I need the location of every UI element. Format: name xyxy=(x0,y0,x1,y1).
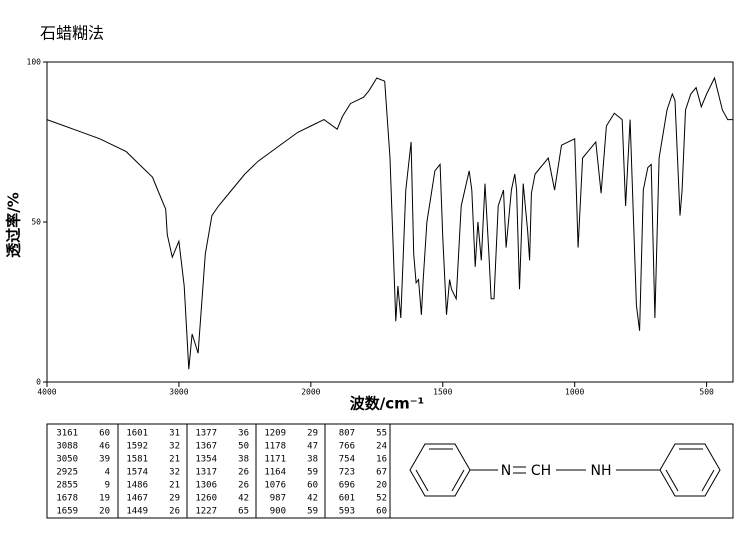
peak-transmittance: 47 xyxy=(307,442,318,452)
y-axis-label: 透过率/% xyxy=(5,192,23,258)
peak-wavenumber: 1164 xyxy=(264,468,286,478)
peak-wavenumber: 1178 xyxy=(264,442,286,452)
peak-wavenumber: 696 xyxy=(339,481,355,491)
peak-wavenumber: 2855 xyxy=(56,481,78,491)
peak-transmittance: 42 xyxy=(307,494,318,504)
peak-transmittance: 38 xyxy=(238,455,249,465)
peak-transmittance: 16 xyxy=(376,455,387,465)
peak-wavenumber: 1486 xyxy=(126,481,148,491)
peak-transmittance: 4 xyxy=(105,468,110,478)
x-tick-label: 2000 xyxy=(301,388,320,397)
double-bond xyxy=(451,469,465,492)
peak-transmittance: 42 xyxy=(238,494,249,504)
x-axis-label: 波数/cm⁻¹ xyxy=(350,395,425,413)
benzene-ring xyxy=(659,443,721,497)
peak-wavenumber: 593 xyxy=(339,507,355,517)
peak-transmittance: 20 xyxy=(376,481,387,491)
peak-transmittance: 60 xyxy=(376,507,387,517)
y-tick-label: 100 xyxy=(27,58,42,67)
peak-transmittance: 21 xyxy=(169,455,180,465)
peak-wavenumber: 1467 xyxy=(126,494,148,504)
peak-transmittance: 39 xyxy=(99,455,110,465)
peak-transmittance: 26 xyxy=(238,468,249,478)
peak-transmittance: 29 xyxy=(307,429,318,439)
peak-wavenumber: 3161 xyxy=(56,429,78,439)
atom-label: N xyxy=(501,463,511,479)
peak-wavenumber: 1260 xyxy=(195,494,217,504)
peak-wavenumber: 1317 xyxy=(195,468,217,478)
double-bond xyxy=(665,469,679,492)
chart-title: 石蜡糊法 xyxy=(40,24,104,43)
peak-transmittance: 60 xyxy=(99,429,110,439)
peak-wavenumber: 1171 xyxy=(264,455,286,465)
peak-wavenumber: 807 xyxy=(339,429,355,439)
peak-wavenumber: 2925 xyxy=(56,468,78,478)
peak-wavenumber: 3088 xyxy=(56,442,78,452)
peak-wavenumber: 1367 xyxy=(195,442,217,452)
peak-table xyxy=(46,423,734,519)
peak-transmittance: 52 xyxy=(376,494,387,504)
peak-transmittance: 65 xyxy=(238,507,249,517)
y-tick-label: 50 xyxy=(31,218,41,227)
peak-transmittance: 59 xyxy=(307,468,318,478)
peak-transmittance: 50 xyxy=(238,442,249,452)
peak-wavenumber: 1592 xyxy=(126,442,148,452)
peak-transmittance: 9 xyxy=(105,481,110,491)
peak-wavenumber: 723 xyxy=(339,468,355,478)
x-tick-label: 1000 xyxy=(565,388,584,397)
spectrum-line xyxy=(46,76,733,370)
peak-wavenumber: 3050 xyxy=(56,455,78,465)
plot-frame xyxy=(46,61,734,383)
peak-transmittance: 46 xyxy=(99,442,110,452)
peak-wavenumber: 900 xyxy=(270,507,286,517)
atom-label: CH xyxy=(531,463,551,479)
peak-wavenumber: 987 xyxy=(270,494,286,504)
x-tick-label: 3000 xyxy=(169,388,188,397)
peak-wavenumber: 1209 xyxy=(264,429,286,439)
double-bond xyxy=(701,469,715,492)
peak-wavenumber: 1581 xyxy=(126,455,148,465)
peak-wavenumber: 1678 xyxy=(56,494,78,504)
peak-transmittance: 24 xyxy=(376,442,387,452)
peak-wavenumber: 601 xyxy=(339,494,355,504)
peak-wavenumber: 1574 xyxy=(126,468,148,478)
structure xyxy=(409,443,721,497)
peak-wavenumber: 754 xyxy=(339,455,355,465)
peak-transmittance: 31 xyxy=(169,429,180,439)
peak-wavenumber: 1449 xyxy=(126,507,148,517)
peak-transmittance: 32 xyxy=(169,468,180,478)
x-tick-label: 500 xyxy=(699,388,714,397)
x-tick-label: 4000 xyxy=(37,388,56,397)
y-tick-label: 0 xyxy=(36,378,41,387)
atom-label: NH xyxy=(591,463,612,479)
peak-transmittance: 29 xyxy=(169,494,180,504)
peak-transmittance: 67 xyxy=(376,468,387,478)
peak-wavenumber: 766 xyxy=(339,442,355,452)
peak-wavenumber: 1377 xyxy=(195,429,217,439)
peak-wavenumber: 1659 xyxy=(56,507,78,517)
peak-transmittance: 20 xyxy=(99,507,110,517)
peak-transmittance: 36 xyxy=(238,429,249,439)
benzene-ring xyxy=(409,443,471,497)
peak-transmittance: 32 xyxy=(169,442,180,452)
peak-transmittance: 38 xyxy=(307,455,318,465)
peak-wavenumber: 1354 xyxy=(195,455,217,465)
peak-wavenumber: 1601 xyxy=(126,429,148,439)
peak-wavenumber: 1227 xyxy=(195,507,217,517)
peak-transmittance: 19 xyxy=(99,494,110,504)
peak-wavenumber: 1306 xyxy=(195,481,217,491)
double-bond xyxy=(415,469,429,492)
peak-transmittance: 60 xyxy=(307,481,318,491)
peak-transmittance: 21 xyxy=(169,481,180,491)
peak-transmittance: 59 xyxy=(307,507,318,517)
peak-transmittance: 26 xyxy=(238,481,249,491)
peak-transmittance: 55 xyxy=(376,429,387,439)
x-tick-label: 1500 xyxy=(433,388,452,397)
peak-transmittance: 26 xyxy=(169,507,180,517)
peak-wavenumber: 1076 xyxy=(264,481,286,491)
